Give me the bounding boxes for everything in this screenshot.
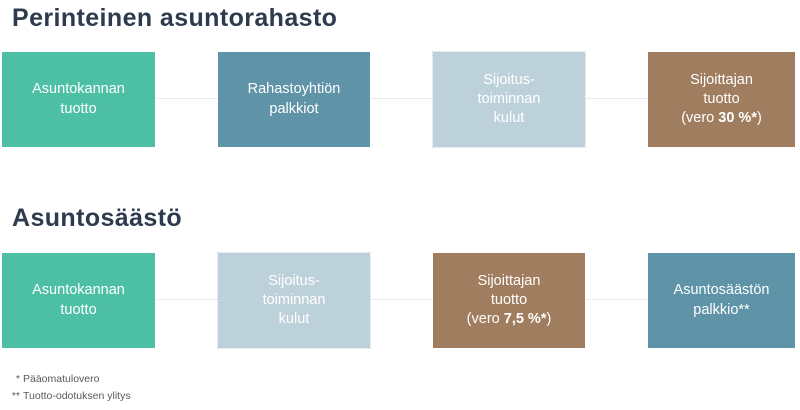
connector-line: [156, 299, 217, 301]
connector-line: [586, 98, 647, 100]
connector-line: [156, 98, 217, 100]
footnote-item: * Pääomatulovero: [8, 371, 131, 388]
connector-line: [371, 98, 432, 100]
flow-box-label: Sijoitus-toiminnan kulut: [477, 71, 541, 127]
connector-line: [371, 299, 432, 301]
flow-box-label: Sijoitus-toiminnan kulut: [262, 272, 326, 328]
flow-box-label: Asuntokannan tuotto: [32, 282, 125, 318]
flow-box-label: Sijoittajan tuotto (vero 30 %*): [681, 71, 762, 127]
footnotes: * Pääomatulovero ** Tuotto-odotuksen ylity…: [8, 371, 131, 406]
section-heading-asuntosaasto: Asuntosäästö: [12, 204, 183, 232]
flow-box-label: Asuntokannan tuotto: [32, 81, 125, 117]
flow-box-sijoittajan-tuotto[interactable]: Sijoittajan tuotto (vero 7,5 %*): [433, 253, 585, 348]
flow-box-rahastoyhtion-palkkiot[interactable]: Rahastoyhtiön palkkiot: [218, 52, 370, 147]
footnote-marker: **: [11, 390, 20, 403]
connector-line: [586, 299, 647, 301]
footnote-text: Tuotto-odotuksen ylitys: [23, 390, 131, 403]
flow-box-label: Asuntosäästön palkkio**: [673, 282, 770, 318]
footnote-marker: *: [15, 373, 20, 385]
flow-row-asuntosaasto: Asuntokannan tuotto Sijoitus-toiminnan kul…: [0, 252, 800, 349]
flow-row-traditional: Asuntokannan tuotto Rahastoyhtiön palkkiot…: [0, 51, 800, 148]
flow-box-sijoitustoiminnan-kulut[interactable]: Sijoitus-toiminnan kulut: [217, 252, 371, 349]
flow-box-sijoitustoiminnan-kulut[interactable]: Sijoitus-toiminnan kulut: [432, 51, 586, 148]
flow-box-label: Rahastoyhtiön palkkiot: [247, 81, 341, 117]
flow-box-sijoittajan-tuotto[interactable]: Sijoittajan tuotto (vero 30 %*): [648, 52, 795, 147]
flow-box-asuntokannan-tuotto[interactable]: Asuntokannan tuotto: [2, 52, 155, 147]
flow-box-label: Sijoittajan tuotto (vero 7,5 %*): [466, 272, 552, 328]
section-heading-traditional: Perinteinen asuntorahasto: [12, 4, 338, 32]
flow-box-asuntokannan-tuotto[interactable]: Asuntokannan tuotto: [2, 253, 155, 348]
footnote-text: Pääomatulovero: [23, 373, 100, 385]
footnote-item: ** Tuotto-odotuksen ylitys: [8, 388, 131, 405]
flow-box-asuntosaaston-palkkio[interactable]: Asuntosäästön palkkio**: [648, 253, 795, 348]
